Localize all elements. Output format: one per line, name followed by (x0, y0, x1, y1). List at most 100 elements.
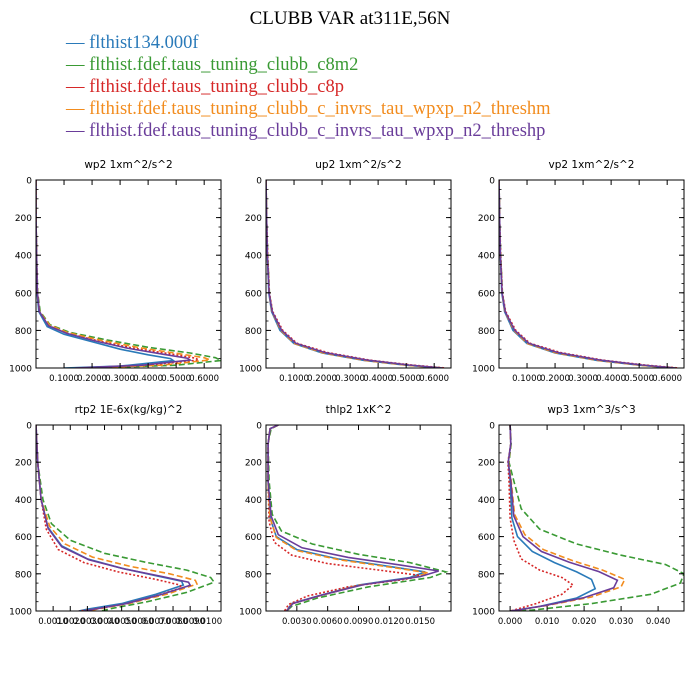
y-tick-label: 1000 (472, 365, 495, 375)
series-line (267, 425, 429, 611)
plot-frame (265, 424, 452, 612)
x-tick-label: 0.4000 (133, 374, 163, 384)
figure-title: CLUBB VAR at311E,56N (249, 8, 451, 29)
y-tick-label: 0 (489, 422, 495, 432)
legend-label: flthist134.000f (89, 33, 199, 53)
x-tick-label: 0.0150 (405, 617, 435, 627)
x-tick-label: 0.2000 (540, 374, 570, 384)
x-tick-label: 0.0040 (90, 617, 120, 627)
chart-panel: vp2 1xm^2/s^2 0 200 400 600 800 1000 0.10000.20… (472, 159, 685, 384)
x-tick-label: 0.2000 (307, 374, 337, 384)
y-tick-label: 400 (478, 252, 495, 262)
series-line (507, 425, 626, 611)
y-tick-label: 600 (245, 289, 262, 299)
y-tick-label: 0 (256, 422, 262, 432)
y-tick-label: 1000 (239, 608, 262, 618)
x-tick-label: 0.030 (609, 617, 633, 627)
legend-label: flthist.fdef.taus_tuning_clubb_c_invrs_t… (89, 99, 551, 119)
y-tick-label: 600 (478, 289, 495, 299)
panel-title: vp2 1xm^2/s^2 (549, 159, 635, 171)
x-tick-label: 0.2000 (77, 374, 107, 384)
x-tick-label: 0.0020 (55, 617, 85, 627)
chart-panel: thlp2 1xK^2 0 200 400 600 800 1000 0.0030 0.0060… (239, 404, 452, 627)
legend: — flthist134.000f — flthist.fdef.taus_tu… (66, 32, 551, 142)
legend-swatch: — (66, 121, 90, 141)
plot-frame (265, 179, 452, 369)
legend-item: — flthist.fdef.taus_tuning_clubb_c8p (66, 76, 551, 98)
x-tick-label: 0.3000 (105, 374, 135, 384)
y-tick-label: 400 (478, 496, 495, 506)
y-tick-label: 400 (245, 252, 262, 262)
series-line (507, 425, 575, 611)
panel-title: rtp2 1E-6x(kg/kg)^2 (75, 404, 183, 416)
x-tick-label: 0.010 (535, 617, 559, 627)
x-tick-label: 0.4000 (596, 374, 626, 384)
series-line (499, 180, 676, 368)
x-tick-label: 0.1000 (49, 374, 79, 384)
plot-frame (35, 179, 222, 369)
legend-item: — flthist.fdef.taus_tuning_clubb_c_invrs… (66, 120, 551, 142)
y-tick-label: 1000 (9, 608, 32, 618)
y-tick-label: 400 (245, 496, 262, 506)
y-tick-label: 200 (478, 459, 495, 469)
x-tick-label: 0.0080 (158, 617, 188, 627)
y-tick-label: 800 (15, 327, 32, 337)
y-tick-label: 200 (15, 459, 32, 469)
series-line (508, 425, 684, 611)
legend-item: — flthist134.000f (66, 32, 551, 54)
series-line (266, 180, 443, 368)
y-tick-label: 800 (245, 327, 262, 337)
x-tick-label: 0.6000 (419, 374, 449, 384)
x-tick-label: 0.3000 (568, 374, 598, 384)
series-line (36, 425, 185, 611)
x-tick-label: 0.000 (498, 617, 522, 627)
legend-label: flthist.fdef.taus_tuning_clubb_c_invrs_t… (89, 121, 546, 141)
y-tick-label: 0 (26, 422, 32, 432)
x-tick-label: 0.6000 (189, 374, 219, 384)
x-tick-label: 0.5000 (391, 374, 421, 384)
y-tick-label: 1000 (239, 365, 262, 375)
chart-panel: rtp2 1E-6x(kg/kg)^2 0 200 400 600 800 1000 0.00… (9, 404, 222, 627)
series-line (267, 425, 439, 611)
legend-label: flthist.fdef.taus_tuning_clubb_c8p (89, 77, 344, 97)
legend-swatch: — (66, 77, 90, 97)
chart-panel: wp2 1xm^2/s^2 0 200 400 600 800 1000 0.10000.20… (9, 159, 222, 384)
y-tick-label: 0 (489, 177, 495, 187)
x-tick-label: 0.1000 (512, 374, 542, 384)
y-tick-label: 0 (256, 177, 262, 187)
plot-frame (35, 424, 222, 612)
x-tick-label: 0.040 (646, 617, 670, 627)
y-tick-label: 800 (15, 570, 32, 580)
x-tick-label: 0.0030 (73, 617, 103, 627)
x-tick-label: 0.0090 (175, 617, 205, 627)
x-tick-label: 0.0100 (192, 617, 222, 627)
y-tick-label: 600 (15, 533, 32, 543)
x-tick-label: 0.020 (572, 617, 596, 627)
legend-swatch: — (66, 33, 90, 53)
legend-label: flthist.fdef.taus_tuning_clubb_c8m2 (89, 55, 359, 75)
y-tick-label: 400 (15, 496, 32, 506)
y-tick-label: 800 (245, 570, 262, 580)
series-line (36, 425, 183, 611)
series-line (36, 180, 221, 368)
plot-frame (498, 179, 685, 369)
x-tick-label: 0.0090 (344, 617, 374, 627)
panel-title: thlp2 1xK^2 (326, 404, 392, 416)
chart-panel: up2 1xm^2/s^2 0 200 400 600 800 1000 0.10000.20… (239, 159, 452, 384)
series-line (36, 180, 176, 368)
y-tick-label: 200 (15, 214, 32, 224)
plot-frame (498, 424, 685, 612)
y-tick-label: 600 (15, 289, 32, 299)
legend-swatch: — (66, 55, 90, 75)
series-line (267, 425, 449, 611)
x-tick-label: 0.0030 (282, 617, 312, 627)
series-line (507, 425, 619, 611)
y-tick-label: 0 (26, 177, 32, 187)
y-tick-label: 200 (245, 214, 262, 224)
y-tick-label: 600 (478, 533, 495, 543)
series-line (36, 425, 216, 611)
y-tick-label: 200 (245, 459, 262, 469)
x-tick-label: 0.6000 (652, 374, 682, 384)
